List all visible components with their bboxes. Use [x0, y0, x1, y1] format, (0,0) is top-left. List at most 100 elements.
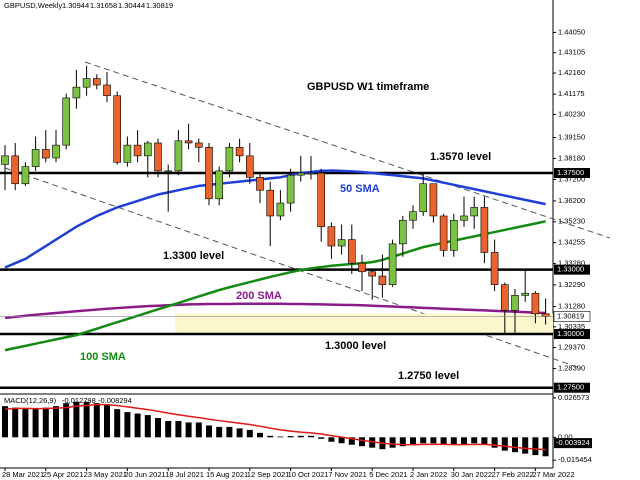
- macd-bar: [22, 409, 29, 438]
- macd-bar: [2, 406, 8, 438]
- plot-layer: 1.44050 1.43105 1.42160 1.41175 1.40230 1.391…: [0, 27, 592, 479]
- macd-bar: [104, 404, 110, 438]
- macd-bar: [297, 435, 304, 438]
- y-tick-label: 1.32290: [558, 280, 585, 289]
- candle-body: [266, 189, 275, 217]
- macd-bar: [12, 407, 19, 438]
- header-high: 1.31658: [90, 1, 117, 10]
- macd-bar: [532, 437, 539, 456]
- macd-bar: [216, 426, 223, 438]
- trendline: [4, 167, 581, 369]
- sma-line: [4, 169, 546, 269]
- candle-body: [11, 155, 19, 185]
- y-tick-label: 0.00: [558, 432, 573, 441]
- macd-bar: [328, 437, 335, 442]
- candle-body: [195, 142, 203, 148]
- x-tick-label: 15 Aug 2021: [206, 470, 248, 479]
- level-box-label: 1.33000: [557, 265, 584, 274]
- candle-body: [500, 284, 509, 311]
- candle-body: [327, 226, 336, 247]
- candle-body: [246, 155, 254, 178]
- candle-body: [460, 215, 468, 221]
- candle-body: [123, 144, 132, 163]
- macd-bar: [410, 437, 416, 445]
- candle-body: [93, 78, 101, 86]
- candle-body: [113, 95, 121, 163]
- candle-body: [531, 292, 540, 315]
- level-box: [554, 264, 590, 275]
- candle-body: [419, 183, 428, 212]
- x-tick-label: 18 Jul 2021: [165, 470, 204, 479]
- candle-body: [511, 295, 519, 311]
- candle-body: [541, 313, 550, 317]
- macd-bar: [420, 437, 427, 444]
- candle-body: [31, 149, 40, 167]
- candle-body: [103, 84, 111, 97]
- x-tick-label: 12 Sep 2021: [247, 470, 290, 479]
- sma-label: 50 SMA: [340, 183, 380, 195]
- level-note: 1.3300 level: [163, 250, 224, 262]
- candle-body: [358, 262, 366, 273]
- macd-bar: [226, 426, 233, 438]
- candle-body: [205, 146, 213, 200]
- signal-line: [4, 403, 546, 451]
- candle-body: [429, 183, 438, 217]
- header-low: 1.30444: [118, 1, 145, 10]
- y-tick-label: 0.026573: [558, 393, 589, 402]
- candle-body: [82, 78, 91, 88]
- x-tick-label: 7 Nov 2021: [328, 470, 366, 479]
- y-tick-label: -0.015454: [558, 455, 592, 464]
- candle-body: [133, 144, 142, 157]
- level-note: 1.3570 level: [430, 151, 491, 163]
- macd-bar: [155, 418, 161, 438]
- candle-body: [72, 86, 81, 99]
- candle-body: [52, 144, 60, 159]
- macd-bar: [491, 437, 498, 448]
- sma-label: 200 SMA: [236, 290, 282, 302]
- y-tick-label: 1.34255: [558, 238, 585, 247]
- y-tick-label: 1.39150: [558, 133, 585, 142]
- candle-body: [439, 215, 448, 251]
- y-tick-label: 1.38180: [558, 153, 585, 162]
- y-tick-label: 1.41175: [558, 89, 585, 98]
- candle-body: [398, 219, 407, 245]
- macd-bar: [114, 409, 121, 438]
- header-open: 1.30944: [62, 1, 89, 10]
- macd-bar: [195, 422, 202, 438]
- macd-bar: [430, 437, 437, 444]
- y-tick-label: 1.44050: [558, 27, 585, 36]
- candle-body: [174, 140, 183, 172]
- candle-body: [307, 172, 315, 175]
- macd-bar: [134, 413, 141, 438]
- candle-body: [154, 142, 162, 172]
- macd-bar: [501, 437, 508, 451]
- macd-bar: [32, 409, 39, 438]
- level-box-label: 1.30000: [557, 329, 584, 338]
- candle-body: [276, 202, 285, 217]
- candle-body: [286, 174, 295, 204]
- macd-bar: [512, 437, 518, 453]
- macd-bar: [185, 422, 192, 438]
- macd-bar: [246, 429, 253, 438]
- x-tick-label: 10 Oct 2021: [288, 470, 329, 479]
- y-tick-label: 1.29370: [558, 343, 585, 352]
- level-box: [554, 382, 590, 393]
- y-tick-label: 1.31280: [558, 302, 585, 311]
- macd-bar: [461, 437, 467, 445]
- x-tick-label: 25 Apr 2021: [43, 470, 83, 479]
- chart-title: GBPUSD W1 timeframe: [307, 81, 429, 93]
- macd-bar: [73, 401, 80, 438]
- y-tick-label: 1.30335: [558, 322, 585, 331]
- macd-bar: [206, 425, 212, 438]
- macd-bar: [308, 435, 314, 438]
- macd-bar: [542, 437, 549, 457]
- macd-bar: [277, 436, 284, 438]
- macd-bar: [165, 420, 172, 438]
- candle-body: [256, 177, 264, 191]
- macd-bar: [175, 420, 182, 438]
- symbol-label: GBPUSD,Weekly: [4, 1, 62, 10]
- candle-body: [144, 142, 152, 157]
- value-box-label: -0.003924: [556, 438, 590, 447]
- candle-body: [296, 172, 305, 176]
